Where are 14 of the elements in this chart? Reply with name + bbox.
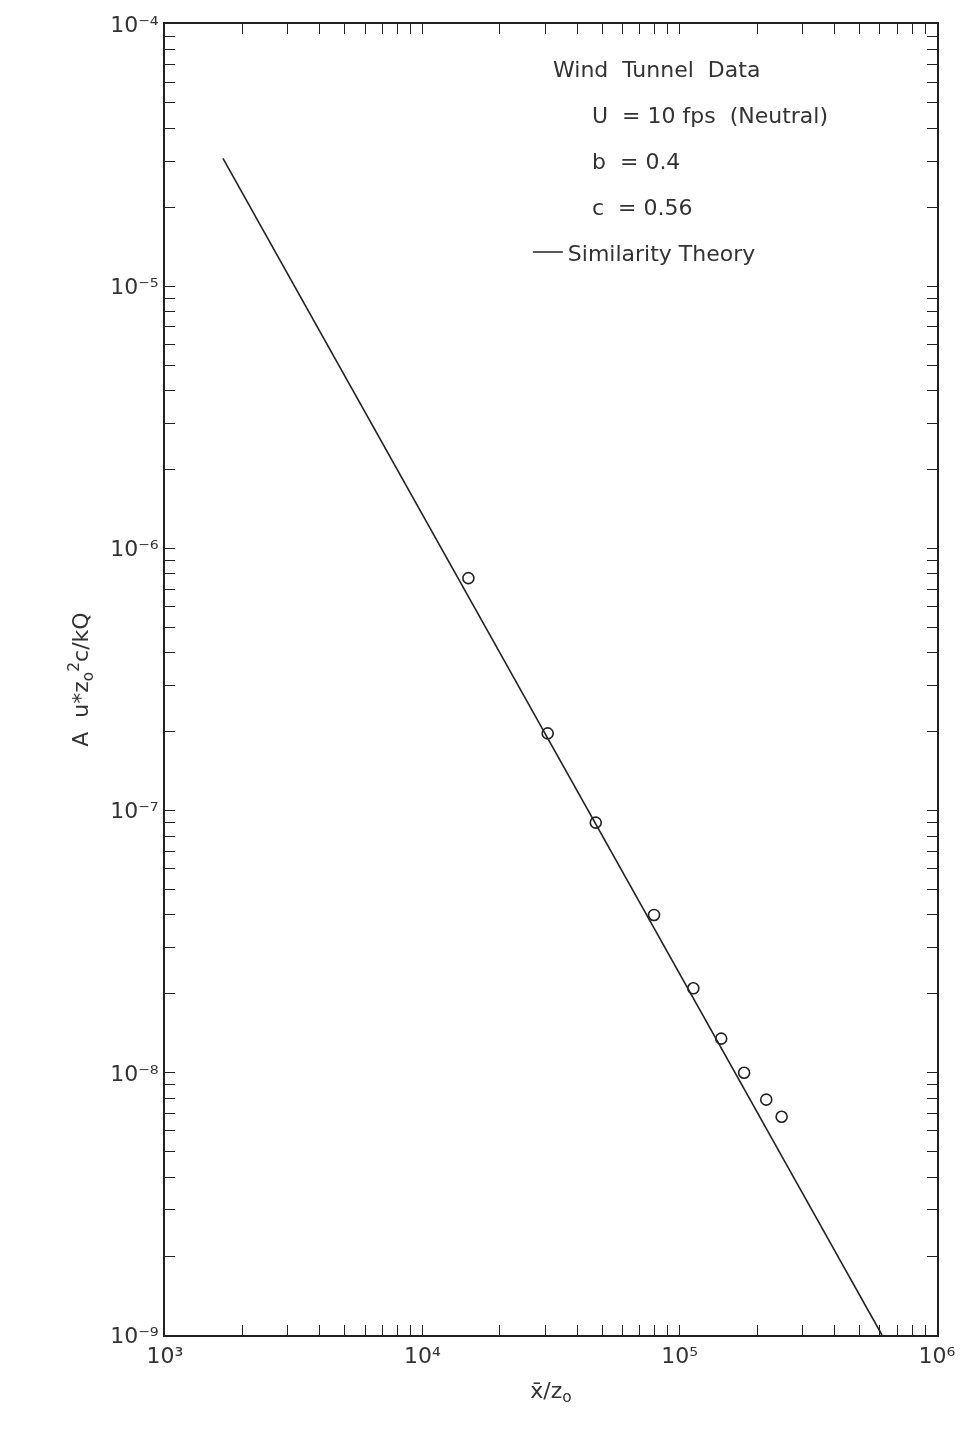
y-tick-label: 10⁻⁷	[110, 798, 159, 824]
y-tick-label: 10⁻⁶	[110, 536, 159, 562]
annotation: Wind Tunnel Data	[553, 57, 761, 82]
y-tick-label: 10⁻⁸	[110, 1060, 159, 1086]
annotation: c = 0.56	[592, 195, 693, 220]
x-tick-label: 10⁶	[918, 1343, 956, 1369]
x-tick-label: 10⁵	[661, 1343, 699, 1369]
annotation: U = 10 fps (Neutral)	[592, 103, 829, 128]
x-axis-title: x̄/z$_{o}$	[530, 1377, 572, 1407]
x-tick-label: 10⁴	[403, 1343, 441, 1369]
y-tick-label: 10⁻⁴	[110, 11, 159, 37]
legend-label: Similarity Theory	[567, 240, 756, 266]
annotation: b = 0.4	[592, 149, 681, 174]
y-tick-label: 10⁻⁵	[110, 273, 159, 299]
